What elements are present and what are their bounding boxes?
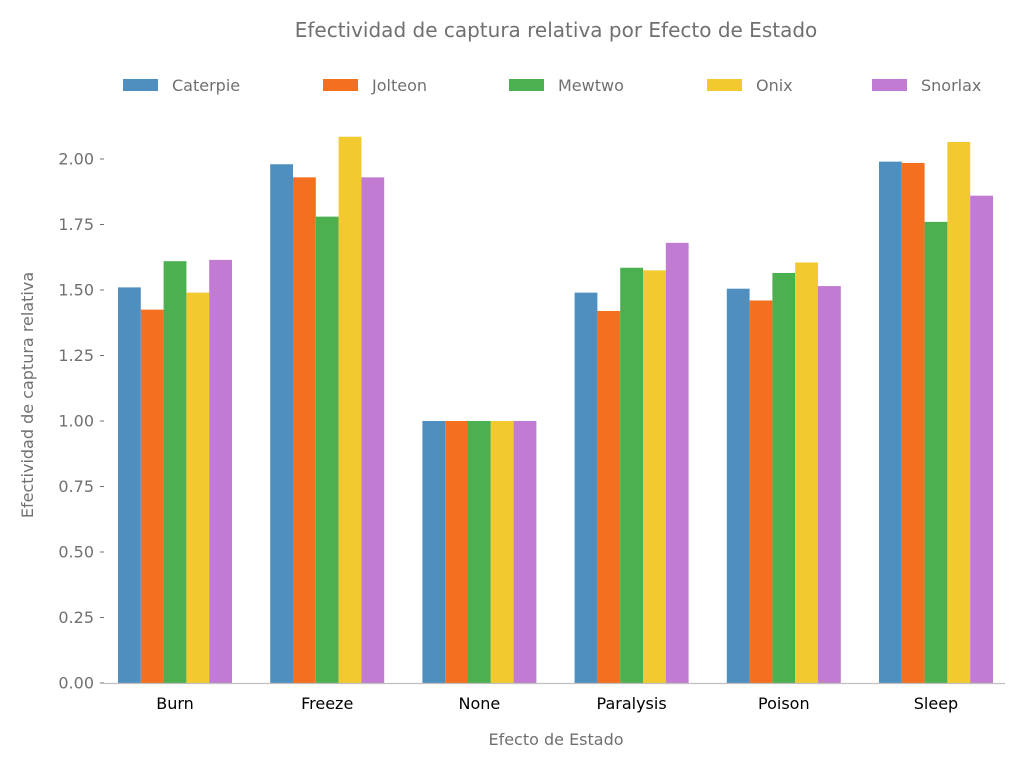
series-onix — [186, 136, 971, 684]
bar-jolteon-poison — [749, 300, 773, 683]
y-tick-label: 0.25 — [58, 608, 94, 627]
bar-snorlax-freeze — [361, 177, 385, 683]
legend-item-caterpie: Caterpie — [123, 76, 240, 95]
bar-caterpie-none — [422, 421, 446, 683]
legend-label: Caterpie — [172, 76, 240, 95]
legend-label: Mewtwo — [558, 76, 624, 95]
legend-swatch — [123, 79, 158, 91]
legend-item-snorlax: Snorlax — [872, 76, 981, 95]
bar-jolteon-burn — [140, 309, 164, 683]
legend-label: Snorlax — [921, 76, 981, 95]
legend-item-onix: Onix — [707, 76, 793, 95]
bar-mewtwo-poison — [772, 272, 796, 683]
y-tick-label: 0.75 — [58, 477, 94, 496]
bars — [118, 136, 993, 684]
bar-snorlax-paralysis — [665, 242, 689, 683]
series-snorlax — [209, 177, 993, 683]
y-tick-label: 1.75 — [58, 215, 94, 234]
x-tick-label: Paralysis — [597, 694, 667, 713]
x-axis-label: Efecto de Estado — [488, 730, 623, 749]
chart-title: Efectividad de captura relativa por Efec… — [295, 18, 818, 42]
legend-swatch — [323, 79, 358, 91]
bar-caterpie-freeze — [270, 164, 293, 684]
x-tick-label: Freeze — [301, 694, 353, 713]
bar-jolteon-freeze — [293, 177, 316, 683]
bar-snorlax-poison — [818, 286, 841, 683]
series-jolteon — [140, 162, 925, 683]
series-mewtwo — [163, 216, 948, 683]
bar-onix-freeze — [338, 136, 362, 684]
bar-caterpie-paralysis — [574, 292, 598, 683]
bar-mewtwo-sleep — [924, 221, 948, 683]
bar-mewtwo-none — [468, 421, 491, 683]
bar-onix-sleep — [947, 141, 971, 684]
bar-snorlax-none — [513, 421, 537, 683]
legend-item-mewtwo: Mewtwo — [509, 76, 624, 95]
bar-mewtwo-burn — [163, 261, 187, 683]
x-tick-label: Burn — [156, 694, 194, 713]
x-tick-label: None — [459, 694, 501, 713]
bar-mewtwo-paralysis — [620, 267, 643, 683]
bar-mewtwo-freeze — [315, 216, 339, 683]
bar-onix-burn — [186, 292, 210, 683]
y-tick-label: 1.25 — [58, 346, 94, 365]
y-tick-label: 2.00 — [58, 150, 94, 169]
x-tick-label: Sleep — [914, 694, 958, 713]
bar-jolteon-sleep — [901, 162, 925, 683]
legend-label: Onix — [756, 76, 793, 95]
bar-jolteon-paralysis — [597, 310, 621, 683]
y-axis: 0.00 0.25 0.50 0.75 1.00 1.25 1.50 1.75 2.00 — [58, 140, 105, 693]
y-tick-label: 0.50 — [58, 543, 94, 562]
bar-onix-poison — [795, 262, 818, 683]
x-axis: Burn Freeze None Paralysis Poison Sleep — [104, 682, 1005, 713]
bar-onix-none — [490, 421, 514, 683]
bar-caterpie-burn — [118, 287, 141, 683]
y-tick-label: 1.50 — [58, 281, 94, 300]
bar-caterpie-sleep — [879, 161, 902, 683]
bar-snorlax-sleep — [970, 195, 993, 683]
bar-snorlax-burn — [209, 259, 232, 683]
y-axis-label: Efectividad de captura relativa — [18, 272, 37, 518]
series-caterpie — [118, 161, 902, 684]
legend: Caterpie Jolteon Mewtwo Onix Snorlax — [123, 76, 981, 95]
legend-swatch — [707, 79, 742, 91]
bar-caterpie-poison — [726, 288, 750, 683]
y-tick-label: 1.00 — [58, 412, 94, 431]
bar-onix-paralysis — [643, 270, 666, 683]
legend-label: Jolteon — [371, 76, 427, 95]
legend-swatch — [509, 79, 544, 91]
x-tick-label: Poison — [758, 694, 810, 713]
legend-swatch — [872, 79, 907, 91]
bar-jolteon-none — [445, 421, 468, 683]
y-tick-label: 0.00 — [58, 674, 94, 693]
legend-item-jolteon: Jolteon — [323, 76, 427, 95]
